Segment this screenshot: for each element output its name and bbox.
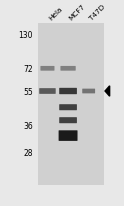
Text: 36: 36 xyxy=(23,121,33,130)
FancyBboxPatch shape xyxy=(40,67,54,71)
FancyBboxPatch shape xyxy=(82,89,95,94)
Text: MCF7: MCF7 xyxy=(68,4,86,22)
FancyBboxPatch shape xyxy=(59,105,77,111)
FancyBboxPatch shape xyxy=(59,118,77,124)
Bar xyxy=(38,24,104,185)
FancyBboxPatch shape xyxy=(39,89,56,94)
Text: Hela: Hela xyxy=(47,6,63,22)
Text: T47D: T47D xyxy=(89,4,107,22)
Text: 28: 28 xyxy=(23,148,33,157)
FancyBboxPatch shape xyxy=(60,67,76,71)
Polygon shape xyxy=(105,86,110,97)
Text: 72: 72 xyxy=(23,64,33,74)
FancyBboxPatch shape xyxy=(59,131,78,141)
FancyBboxPatch shape xyxy=(59,88,77,95)
Text: 130: 130 xyxy=(18,31,33,40)
Text: 55: 55 xyxy=(23,87,33,96)
